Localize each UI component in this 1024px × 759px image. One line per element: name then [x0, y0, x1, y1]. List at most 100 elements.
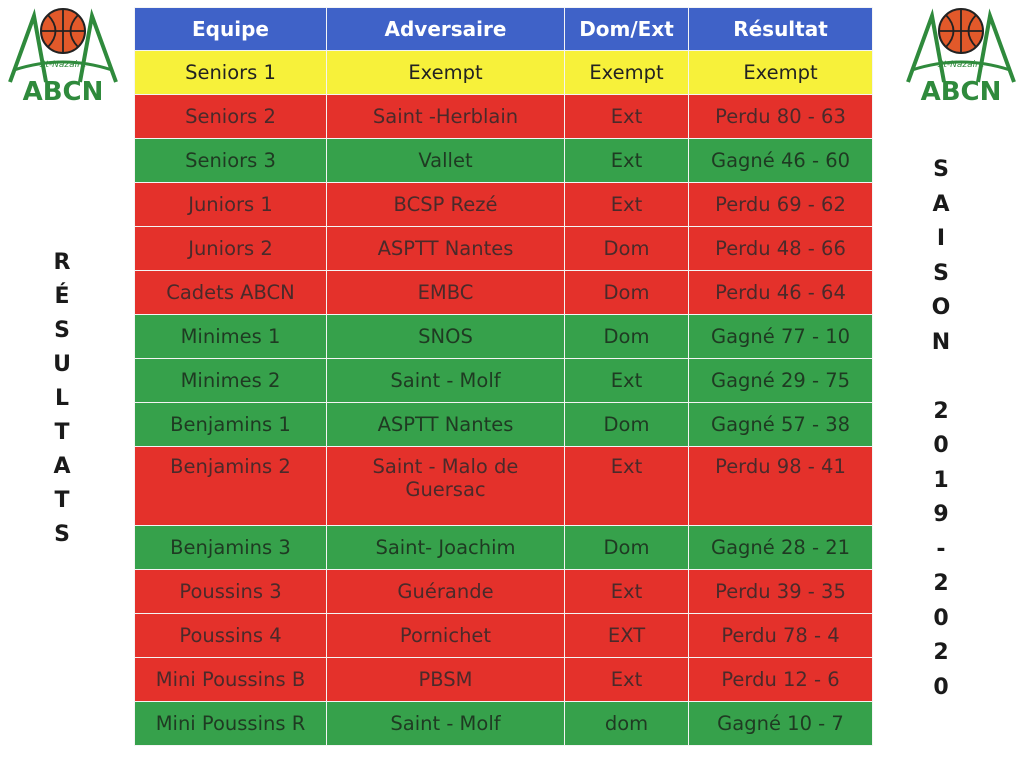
side-letter: 2: [933, 640, 949, 666]
side-letter: S: [54, 318, 70, 343]
cell-resultat: Perdu 12 - 6: [688, 657, 873, 702]
logo-subtitle: St-Nazaire: [40, 60, 87, 70]
side-letter: S: [54, 522, 70, 547]
cell-resultat: Gagné 46 - 60: [688, 138, 873, 183]
cell-equipe: Juniors 1: [134, 182, 327, 227]
side-letter: A: [932, 191, 950, 217]
table-row: Juniors 2 ASPTT Nantes Dom Perdu 48 - 66: [134, 226, 873, 271]
side-letter: U: [53, 352, 71, 377]
side-letter: S: [933, 260, 949, 286]
table-row: Cadets ABCN EMBC Dom Perdu 46 - 64: [134, 270, 873, 315]
side-letter: N: [931, 329, 951, 355]
side-title-resultats: R É S U L T A T S: [48, 246, 76, 552]
side-letter: I: [936, 226, 946, 252]
cell-resultat: Gagné 10 - 7: [688, 701, 873, 746]
cell-equipe: Mini Poussins R: [134, 701, 327, 746]
cell-resultat: Perdu 39 - 35: [688, 569, 873, 614]
table-row: Minimes 1 SNOS Dom Gagné 77 - 10: [134, 314, 873, 359]
side-letter: 2: [933, 571, 949, 597]
side-letter: A: [53, 454, 71, 479]
cell-dom-ext: Ext: [564, 657, 689, 702]
cell-resultat: Exempt: [688, 50, 873, 95]
side-letter: -: [936, 536, 946, 562]
abcn-logo-left: St-Nazaire ABCN: [4, 4, 122, 104]
cell-equipe: Benjamins 3: [134, 525, 327, 570]
cell-dom-ext: Ext: [564, 182, 689, 227]
cell-equipe: Mini Poussins B: [134, 657, 327, 702]
cell-resultat: Perdu 78 - 4: [688, 613, 873, 658]
cell-resultat: Perdu 98 - 41: [688, 446, 873, 526]
side-letter: O: [931, 295, 951, 321]
basketball-logo-icon: St-Nazaire ABCN: [906, 8, 1016, 104]
cell-dom-ext: Dom: [564, 314, 689, 359]
side-letter: 1: [933, 467, 949, 493]
logo-subtitle: St-Nazaire: [938, 60, 985, 70]
cell-adversaire: Vallet: [326, 138, 565, 183]
cell-adversaire: Guérande: [326, 569, 565, 614]
cell-adversaire: Saint -Herblain: [326, 94, 565, 139]
side-title-saison: S A I S O N 2 0 1 9 - 2 0 2 0: [926, 153, 956, 705]
side-letter: T: [54, 420, 70, 445]
header-resultat: Résultat: [688, 7, 873, 51]
cell-dom-ext: EXT: [564, 613, 689, 658]
side-letter: 9: [933, 502, 949, 528]
cell-adversaire: Saint - Molf: [326, 701, 565, 746]
cell-equipe: Poussins 4: [134, 613, 327, 658]
cell-dom-ext: Dom: [564, 525, 689, 570]
side-letter: 0: [933, 433, 949, 459]
logo-title: ABCN: [921, 77, 1002, 104]
cell-dom-ext: Dom: [564, 270, 689, 315]
cell-resultat: Perdu 69 - 62: [688, 182, 873, 227]
cell-adversaire: SNOS: [326, 314, 565, 359]
cell-resultat: Perdu 48 - 66: [688, 226, 873, 271]
cell-equipe: Seniors 2: [134, 94, 327, 139]
cell-resultat: Gagné 77 - 10: [688, 314, 873, 359]
side-letter: 0: [933, 605, 949, 631]
table-header-row: Equipe Adversaire Dom/Ext Résultat: [134, 7, 873, 51]
cell-adversaire: BCSP Rezé: [326, 182, 565, 227]
cell-dom-ext: Dom: [564, 226, 689, 271]
cell-dom-ext: Ext: [564, 94, 689, 139]
header-equipe: Equipe: [134, 7, 327, 51]
table-row: Juniors 1 BCSP Rezé Ext Perdu 69 - 62: [134, 182, 873, 227]
cell-equipe: Benjamins 1: [134, 402, 327, 447]
cell-adversaire: Saint - Malo de Guersac: [326, 446, 565, 526]
cell-equipe: Poussins 3: [134, 569, 327, 614]
cell-equipe: Benjamins 2: [134, 446, 327, 526]
cell-dom-ext: Ext: [564, 358, 689, 403]
cell-equipe: Minimes 2: [134, 358, 327, 403]
cell-dom-ext: Dom: [564, 402, 689, 447]
cell-equipe: Minimes 1: [134, 314, 327, 359]
cell-dom-ext: Ext: [564, 138, 689, 183]
cell-equipe: Seniors 1: [134, 50, 327, 95]
table-row: Seniors 1 Exempt Exempt Exempt: [134, 50, 873, 95]
cell-adversaire: PBSM: [326, 657, 565, 702]
cell-adversaire: Saint - Molf: [326, 358, 565, 403]
basketball-logo-icon: St-Nazaire ABCN: [8, 8, 118, 104]
cell-resultat: Gagné 29 - 75: [688, 358, 873, 403]
results-table: Equipe Adversaire Dom/Ext Résultat Senio…: [134, 7, 873, 746]
cell-equipe: Juniors 2: [134, 226, 327, 271]
table-row: Minimes 2 Saint - Molf Ext Gagné 29 - 75: [134, 358, 873, 403]
cell-equipe: Cadets ABCN: [134, 270, 327, 315]
logo-title: ABCN: [23, 77, 104, 104]
side-letter: É: [54, 284, 70, 309]
cell-resultat: Gagné 57 - 38: [688, 402, 873, 447]
table-row: Seniors 3 Vallet Ext Gagné 46 - 60: [134, 138, 873, 183]
cell-resultat: Perdu 46 - 64: [688, 270, 873, 315]
abcn-logo-right: St-Nazaire ABCN: [902, 4, 1020, 104]
table-row: Benjamins 3 Saint- Joachim Dom Gagné 28 - 2…: [134, 525, 873, 570]
cell-adversaire: ASPTT Nantes: [326, 226, 565, 271]
table-row: Benjamins 1 ASPTT Nantes Dom Gagné 57 - 38: [134, 402, 873, 447]
side-letter: R: [53, 250, 71, 275]
table-row: Poussins 3 Guérande Ext Perdu 39 - 35: [134, 569, 873, 614]
side-letter: L: [54, 386, 70, 411]
table-row: Benjamins 2 Saint - Malo de Guersac Ext Per…: [134, 446, 873, 526]
side-letter: S: [933, 157, 949, 183]
side-letter: 0: [933, 674, 949, 700]
cell-dom-ext: Ext: [564, 569, 689, 614]
header-dom-ext: Dom/Ext: [564, 7, 689, 51]
cell-adversaire: EMBC: [326, 270, 565, 315]
cell-adversaire: ASPTT Nantes: [326, 402, 565, 447]
cell-dom-ext: Exempt: [564, 50, 689, 95]
